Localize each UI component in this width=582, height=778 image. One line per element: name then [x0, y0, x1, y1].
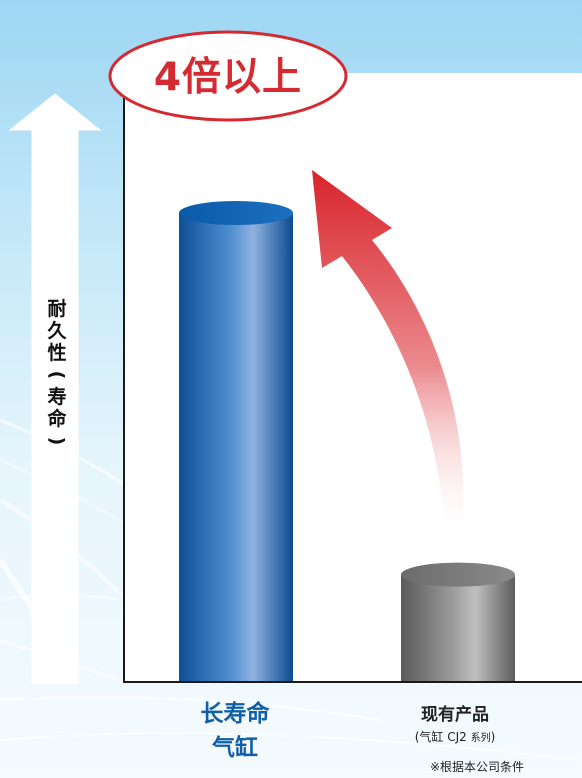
footnote: ※根据本公司条件 [430, 760, 525, 774]
y-axis-label: 耐 久 性 ( 寿 命 ) [46, 298, 68, 452]
category-sub-label: (气缸 CJ2 系列) [380, 726, 530, 750]
y-axis-label-char: 寿 [47, 386, 67, 408]
category-label-long-life: 长寿命 气缸 [170, 697, 300, 765]
bar-long-life [179, 201, 293, 681]
category-sub-label-end: ) [490, 730, 496, 744]
category-label-existing: 现有产品 (气缸 CJ2 系列) [380, 704, 530, 750]
bar-long-life-body [179, 213, 293, 681]
y-axis-label-char: 久 [47, 320, 67, 342]
y-axis-label-char: 命 [47, 408, 67, 430]
increase-arrow [312, 170, 464, 528]
category-sub-label-small: 系列 [470, 733, 491, 744]
y-axis-arrow [8, 93, 102, 684]
bar-long-life-top [179, 201, 293, 225]
y-axis-label-char: 耐 [47, 298, 67, 320]
category-label-line: 长寿命 [200, 701, 270, 727]
bar-existing [401, 562, 515, 681]
category-label-line: 气缸 [212, 735, 258, 761]
category-sub-label-main: (气缸 CJ2 [414, 730, 471, 744]
multiplier-badge: 4倍以上 [153, 55, 303, 100]
bar-existing-top [401, 562, 515, 587]
bar-existing-body [401, 574, 515, 681]
y-axis-label-char: 性 [47, 342, 67, 364]
category-label-line: 现有产品 [421, 705, 489, 725]
